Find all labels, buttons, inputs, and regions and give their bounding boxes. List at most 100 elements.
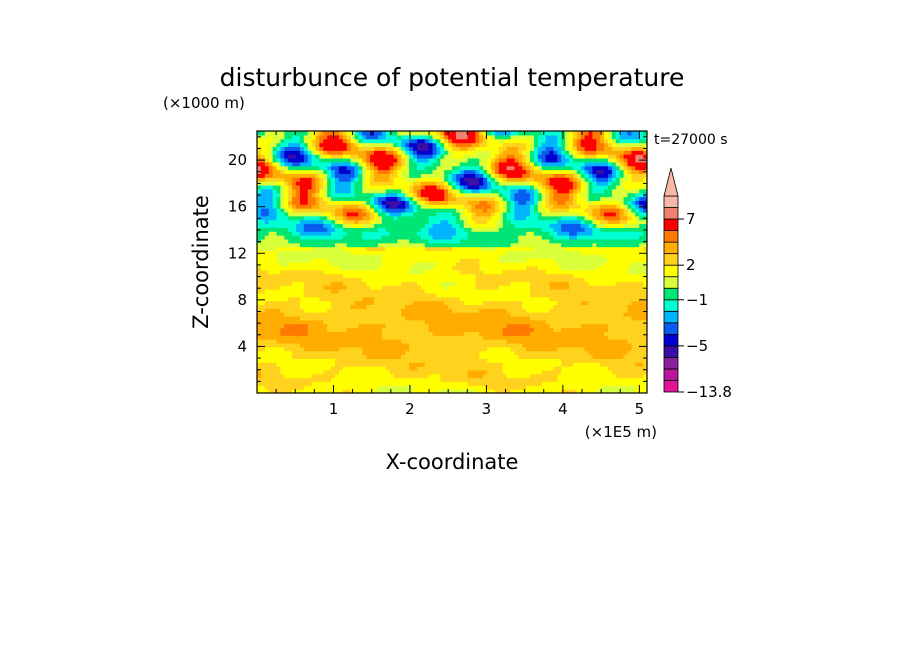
- field-cell: [377, 304, 383, 309]
- field-cell: [600, 304, 605, 309]
- field-cell: [596, 262, 601, 267]
- field-cell: [580, 281, 586, 286]
- field-cell: [257, 265, 262, 271]
- field-cell: [627, 377, 632, 383]
- field-cell: [389, 238, 395, 244]
- field-cell: [491, 238, 496, 244]
- field-cell: [553, 269, 558, 275]
- field-cell: [319, 265, 324, 271]
- field-cell: [315, 285, 320, 290]
- field-cell: [588, 315, 593, 321]
- field-cell: [436, 366, 441, 371]
- field-cell: [537, 308, 543, 313]
- field-cell: [436, 312, 441, 317]
- field-cell: [627, 285, 632, 290]
- field-cell: [611, 323, 617, 329]
- field-cell: [370, 304, 375, 309]
- field-cell: [377, 265, 383, 271]
- field-cell: [350, 273, 356, 279]
- field-cell: [397, 319, 402, 325]
- field-cell: [444, 346, 449, 352]
- field-cell: [588, 285, 593, 290]
- field-cell: [604, 335, 609, 340]
- field-cell: [592, 219, 597, 225]
- field-cell: [323, 235, 328, 240]
- field-cell: [307, 308, 313, 313]
- field-cell: [280, 300, 285, 305]
- field-cell: [572, 250, 578, 255]
- field-cell: [491, 312, 496, 317]
- field-cell: [327, 300, 332, 305]
- field-cell: [401, 389, 406, 393]
- field-cell: [584, 208, 590, 213]
- field-cell: [494, 373, 500, 379]
- field-cell: [576, 246, 582, 252]
- field-cell: [611, 262, 617, 267]
- field-cell: [319, 358, 324, 363]
- field-cell: [264, 304, 270, 309]
- field-cell: [354, 288, 359, 294]
- field-cell: [405, 277, 410, 282]
- field-cell: [604, 292, 609, 298]
- field-cell: [615, 366, 621, 371]
- field-cell: [416, 335, 422, 340]
- field-cell: [331, 296, 336, 302]
- field-cell: [475, 219, 480, 225]
- field-cell: [362, 235, 367, 240]
- field-cell: [413, 319, 418, 325]
- field-cell: [627, 250, 632, 255]
- field-cell: [502, 335, 508, 340]
- field-cell: [530, 219, 535, 225]
- field-cell: [280, 265, 285, 271]
- field-cell: [288, 285, 293, 290]
- field-cell: [483, 238, 488, 244]
- field-cell: [448, 262, 453, 267]
- field-cell: [479, 288, 484, 294]
- field-cell: [502, 366, 508, 371]
- field-cell: [397, 208, 402, 213]
- field-cell: [393, 211, 398, 217]
- field-cell: [393, 254, 398, 259]
- field-cell: [561, 327, 566, 332]
- field-cell: [600, 292, 605, 298]
- field-cell: [533, 373, 539, 379]
- field-cell: [296, 285, 301, 290]
- field-cell: [522, 246, 527, 252]
- field-cell: [377, 354, 383, 359]
- field-cell: [553, 377, 558, 383]
- field-cell: [405, 327, 410, 332]
- field-cell: [377, 346, 383, 352]
- field-cell: [588, 242, 593, 248]
- field-cell: [374, 319, 379, 325]
- field-cell: [502, 269, 508, 275]
- field-cell: [604, 323, 609, 329]
- field-cell: [545, 250, 551, 255]
- field-cell: [416, 231, 422, 236]
- field-cell: [561, 215, 566, 221]
- field-cell: [327, 211, 332, 217]
- field-cell: [307, 312, 313, 317]
- field-cell: [405, 354, 410, 359]
- field-cell: [514, 265, 519, 271]
- field-cell: [541, 258, 547, 263]
- field-cell: [311, 315, 317, 321]
- field-cell: [292, 258, 297, 263]
- field-cell: [506, 215, 512, 221]
- field-cell: [623, 350, 629, 356]
- field-cell: [393, 292, 398, 298]
- field-cell: [315, 265, 320, 271]
- field-cell: [545, 246, 551, 252]
- field-cell: [615, 281, 621, 286]
- field-cell: [346, 258, 352, 263]
- field-cell: [401, 331, 406, 336]
- field-cell: [619, 292, 625, 298]
- field-cell: [303, 235, 309, 240]
- field-cell: [335, 339, 340, 344]
- field-cell: [299, 366, 305, 371]
- field-cell: [588, 219, 593, 225]
- field-cell: [440, 219, 445, 225]
- field-cell: [592, 342, 597, 348]
- field-cell: [600, 327, 605, 332]
- field-cell: [374, 354, 379, 359]
- field-cell: [537, 369, 543, 375]
